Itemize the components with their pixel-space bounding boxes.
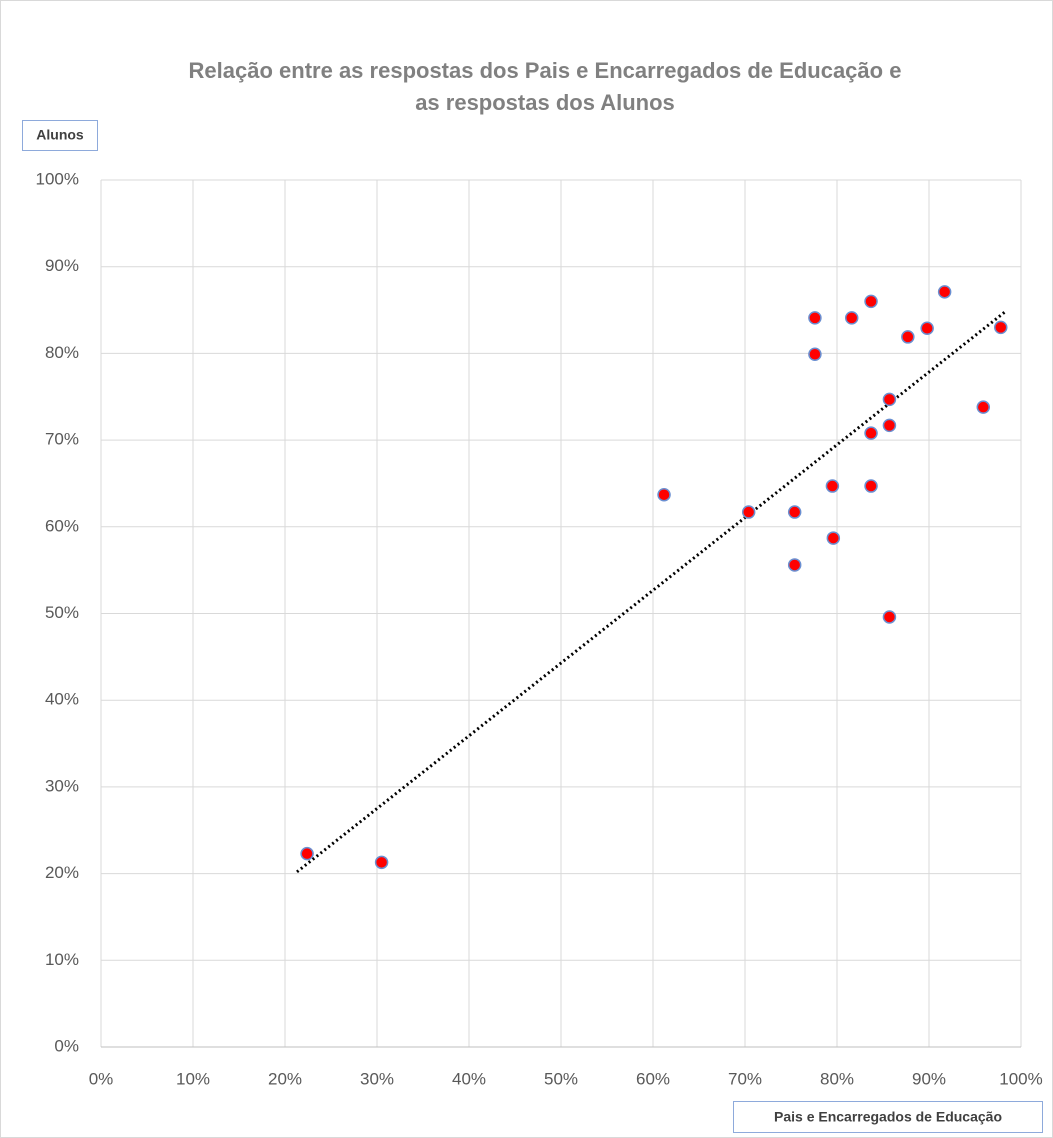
point xyxy=(374,855,389,870)
x-tick-label: 70% xyxy=(728,1069,762,1088)
y-tick-label: 40% xyxy=(45,690,79,709)
chart-title: Relação entre as respostas dos Pais e En… xyxy=(189,58,902,83)
x-tick-label: 0% xyxy=(89,1069,114,1088)
point xyxy=(808,347,822,362)
point xyxy=(920,321,934,336)
x-tick-label: 30% xyxy=(360,1069,394,1088)
x-tick-label: 50% xyxy=(544,1069,578,1088)
point xyxy=(882,418,897,433)
trendline xyxy=(296,309,1008,874)
x-tick-label: 100% xyxy=(999,1069,1042,1088)
point xyxy=(808,311,822,325)
point xyxy=(741,505,756,519)
y-tick-label: 10% xyxy=(45,950,79,969)
point xyxy=(937,285,952,299)
x-tick-label: 90% xyxy=(912,1069,946,1088)
point xyxy=(787,558,802,572)
x-tick-label: 80% xyxy=(820,1069,854,1088)
point xyxy=(901,330,915,344)
point xyxy=(787,505,802,519)
y-axis-title-box xyxy=(22,120,98,151)
point xyxy=(882,610,897,624)
y-tick-label: 50% xyxy=(45,603,79,622)
y-tick-label: 60% xyxy=(45,516,79,535)
y-tick-label: 70% xyxy=(45,430,79,449)
x-tick-label: 10% xyxy=(176,1069,210,1088)
point xyxy=(657,487,671,502)
chart-title: as respostas dos Alunos xyxy=(415,90,675,115)
y-tick-label: 90% xyxy=(45,256,79,275)
y-tick-label: 100% xyxy=(36,169,79,188)
x-tick-label: 40% xyxy=(452,1069,486,1088)
y-tick-label: 0% xyxy=(54,1036,79,1055)
point xyxy=(825,479,840,493)
point xyxy=(300,846,314,861)
point xyxy=(864,479,878,493)
point xyxy=(882,392,897,407)
y-tick-label: 20% xyxy=(45,863,79,882)
point xyxy=(976,400,991,414)
x-axis-title: Pais e Encarregados de Educação xyxy=(774,1109,1002,1125)
point xyxy=(994,320,1008,335)
point xyxy=(826,531,841,545)
x-tick-label: 60% xyxy=(636,1069,670,1088)
point xyxy=(864,426,878,440)
point xyxy=(844,311,859,325)
y-tick-label: 80% xyxy=(45,343,79,362)
y-axis-title: Alunos xyxy=(36,127,84,143)
x-tick-label: 20% xyxy=(268,1069,302,1088)
y-tick-label: 30% xyxy=(45,776,79,795)
x-axis-title-box xyxy=(733,1101,1043,1133)
point xyxy=(864,294,878,309)
